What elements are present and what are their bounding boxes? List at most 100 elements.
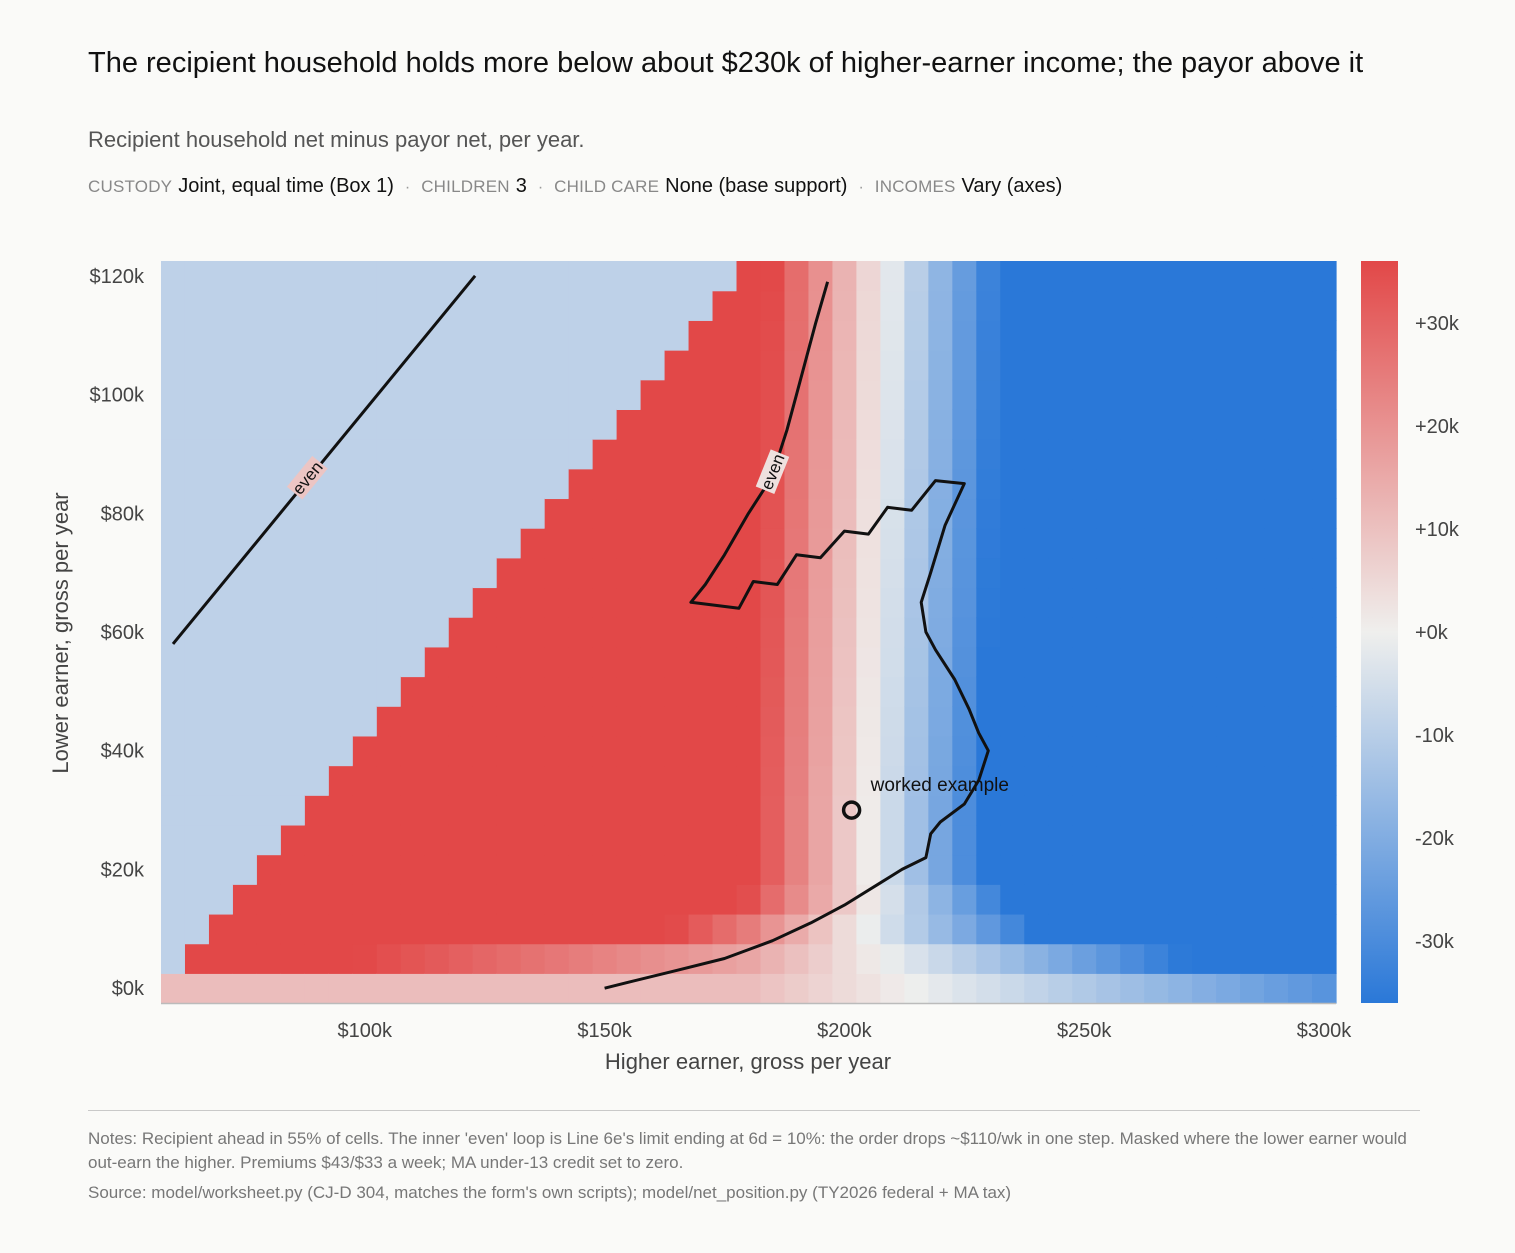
heatmap-cell bbox=[424, 350, 450, 381]
footer-notes: Notes: Recipient ahead in 55% of cells. … bbox=[88, 1110, 1420, 1205]
heatmap-cell bbox=[352, 735, 378, 767]
heatmap-cell bbox=[1288, 290, 1313, 321]
heatmap-cell bbox=[256, 261, 282, 292]
heatmap-cell bbox=[616, 795, 642, 826]
heatmap-cell bbox=[712, 468, 738, 500]
heatmap-cell bbox=[1072, 854, 1097, 885]
heatmap-cell bbox=[640, 706, 666, 737]
heatmap-cell bbox=[1048, 676, 1073, 707]
heatmap-cell bbox=[808, 795, 834, 826]
heatmap-cell bbox=[184, 528, 210, 559]
heatmap-cell bbox=[520, 795, 546, 826]
heatmap-cell bbox=[424, 706, 450, 737]
heatmap-cell bbox=[161, 913, 186, 945]
heatmap-cell bbox=[1048, 379, 1073, 410]
heatmap-cell bbox=[184, 290, 210, 321]
heatmap-cell bbox=[256, 824, 282, 856]
heatmap-cell bbox=[1120, 676, 1145, 707]
heatmap-cell bbox=[448, 706, 474, 737]
heatmap-cell bbox=[904, 706, 929, 737]
heatmap-cell bbox=[784, 498, 810, 529]
heatmap-cell bbox=[1312, 676, 1337, 707]
heatmap-cell bbox=[1312, 379, 1337, 410]
heatmap-cell bbox=[568, 735, 594, 767]
heatmap-cell bbox=[496, 735, 522, 767]
colorbar: +30k +20k +10k +0k -10k -20k -30k bbox=[1361, 261, 1460, 1003]
heatmap-cell bbox=[1168, 854, 1193, 885]
heatmap-cell bbox=[808, 617, 834, 648]
heatmap-cell bbox=[904, 735, 929, 767]
heatmap-cell bbox=[832, 290, 858, 321]
heatmap-cell bbox=[592, 439, 618, 470]
heatmap-cell bbox=[400, 913, 426, 945]
heatmap-cell bbox=[880, 528, 905, 559]
heatmap-cell bbox=[640, 290, 666, 321]
heatmap-cell bbox=[1288, 706, 1313, 737]
heatmap-cell bbox=[712, 735, 738, 767]
heatmap-cell bbox=[520, 854, 546, 885]
heatmap-cell bbox=[448, 261, 474, 292]
heatmap-cell bbox=[976, 468, 1001, 500]
heatmap-cell bbox=[712, 646, 738, 678]
heatmap-cell bbox=[232, 676, 258, 707]
heatmap-cell bbox=[1024, 913, 1049, 945]
heatmap-cell bbox=[736, 350, 762, 381]
heatmap-cell bbox=[1264, 617, 1289, 648]
heatmap-cell bbox=[760, 854, 786, 885]
heatmap-cell bbox=[976, 439, 1001, 470]
heatmap-cell bbox=[1072, 913, 1097, 945]
heatmap-cell bbox=[1168, 676, 1193, 707]
heatmap-cell bbox=[856, 557, 881, 589]
heatmap-cell bbox=[256, 468, 282, 500]
heatmap-cell bbox=[424, 557, 450, 589]
even-contour-line bbox=[171, 274, 477, 645]
heatmap-cell bbox=[1216, 943, 1241, 974]
heatmap-cell bbox=[256, 943, 282, 974]
heatmap-cell bbox=[1312, 913, 1337, 945]
heatmap-cell bbox=[856, 735, 881, 767]
heatmap-cell bbox=[1048, 557, 1073, 589]
heatmap-cell bbox=[161, 409, 186, 440]
colorbar-tick-label: +0k bbox=[1415, 622, 1449, 644]
heatmap-cell bbox=[161, 646, 186, 678]
heatmap-cell bbox=[352, 439, 378, 470]
heatmap-cell bbox=[544, 261, 570, 292]
heatmap-cell bbox=[1048, 913, 1073, 945]
heatmap-cell bbox=[1192, 973, 1217, 1004]
heatmap-cell bbox=[232, 943, 258, 974]
heatmap-cell bbox=[1288, 854, 1313, 885]
heatmap-cell bbox=[808, 528, 834, 559]
heatmap-cell bbox=[161, 824, 186, 856]
heatmap-cell bbox=[808, 735, 834, 767]
heatmap-cell bbox=[424, 617, 450, 648]
heatmap-cell bbox=[1072, 379, 1097, 410]
heatmap-cell bbox=[208, 468, 234, 500]
heatmap-cell bbox=[664, 498, 690, 529]
colorbar-tick-label: -30k bbox=[1415, 931, 1455, 953]
heatmap-cell bbox=[1216, 617, 1241, 648]
heatmap-cell bbox=[1144, 320, 1169, 351]
heatmap-cell bbox=[1192, 290, 1217, 321]
heatmap-cell bbox=[1000, 646, 1025, 678]
heatmap-cell bbox=[1216, 587, 1241, 618]
heatmap-cell bbox=[304, 379, 330, 410]
heatmap-cell bbox=[1288, 528, 1313, 559]
y-tick-label: $40k bbox=[101, 741, 145, 763]
heatmap-cell bbox=[328, 409, 354, 440]
x-tick-label: $250k bbox=[1057, 1020, 1112, 1042]
heatmap-cell bbox=[832, 706, 858, 737]
heatmap-cell bbox=[448, 646, 474, 678]
heatmap-cell bbox=[304, 350, 330, 381]
heatmap-cell bbox=[1216, 676, 1241, 707]
heatmap-cell bbox=[1216, 409, 1241, 440]
heatmap-cell bbox=[1192, 557, 1217, 589]
heatmap-cell bbox=[424, 320, 450, 351]
y-tick-label: $60k bbox=[101, 622, 145, 644]
heatmap-cell bbox=[1024, 379, 1049, 410]
heatmap-cell bbox=[304, 261, 330, 292]
heatmap-cell bbox=[448, 913, 474, 945]
heatmap-cell bbox=[1096, 557, 1121, 589]
heatmap-cell bbox=[1072, 528, 1097, 559]
heatmap-cell bbox=[328, 261, 354, 292]
heatmap-cell bbox=[208, 913, 234, 945]
